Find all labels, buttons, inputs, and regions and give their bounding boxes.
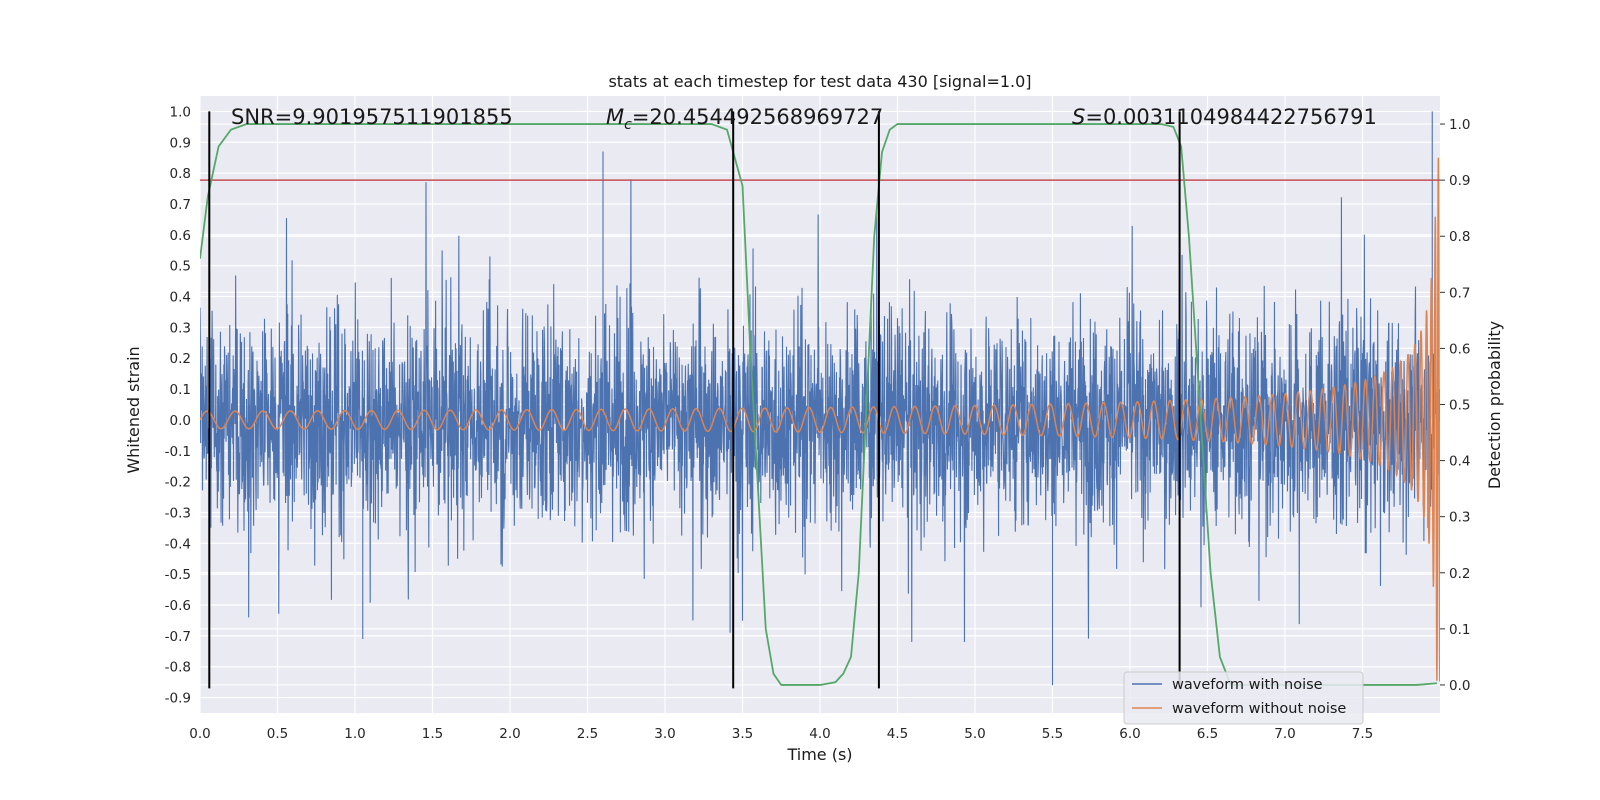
x-tick-label: 1.5 bbox=[422, 726, 443, 742]
y2-tick-label: 0.6 bbox=[1449, 341, 1470, 357]
series-clean-line bbox=[200, 157, 1440, 682]
y-tick-label: 0.3 bbox=[170, 320, 191, 336]
series-prob-line bbox=[200, 123, 1437, 686]
x-tick-label: 3.5 bbox=[732, 726, 753, 742]
legend: waveform with noise waveform without noi… bbox=[1123, 671, 1364, 725]
annotation-s-symbol: S bbox=[1072, 105, 1085, 129]
y-tick-label: 0.9 bbox=[170, 135, 191, 151]
series-waveform-with-noise bbox=[200, 111, 1440, 686]
x-tick-label: 1.0 bbox=[344, 726, 365, 742]
x-tick-label: 0.0 bbox=[189, 726, 210, 742]
series-waveform-without-noise bbox=[200, 157, 1440, 682]
y2-tick-label: 0.0 bbox=[1449, 678, 1470, 694]
y2-tick-label: 0.4 bbox=[1449, 454, 1470, 470]
y-tick-label: 0.1 bbox=[170, 382, 191, 398]
series-detection-probability bbox=[200, 123, 1437, 686]
y-tick-label: -0.4 bbox=[165, 536, 191, 552]
annotation-snr: SNR=9.901957511901855 bbox=[231, 105, 513, 129]
annotation-chirp-mass-subscript: c bbox=[624, 117, 632, 133]
y-tick-label: -0.8 bbox=[165, 660, 191, 676]
y-tick-label: -0.7 bbox=[165, 629, 191, 645]
y-tick-label: 0.4 bbox=[170, 290, 191, 306]
y-tick-label: 1.0 bbox=[170, 104, 191, 120]
y-tick-label: 0.2 bbox=[170, 351, 191, 367]
y2-tick-label: 1.0 bbox=[1449, 117, 1470, 133]
y2-tick-label: 0.8 bbox=[1449, 229, 1470, 245]
annotation-chirp-mass-value: =20.454492568969727 bbox=[632, 105, 883, 129]
annotation-chirp-mass: Mc=20.454492568969727 bbox=[606, 105, 883, 133]
y-tick-label: 0.8 bbox=[170, 166, 191, 182]
legend-label-noise: waveform with noise bbox=[1172, 677, 1323, 693]
y2-tick-labels: 1.0 0.9 0.8 0.7 0.6 0.5 0.4 0.3 0.2 0.1 0.0 bbox=[1440, 117, 1470, 694]
x-tick-label: 4.5 bbox=[887, 726, 908, 742]
y-tick-label: 0.6 bbox=[170, 228, 191, 244]
x-tick-label: 7.0 bbox=[1274, 726, 1295, 742]
y-tick-label: 0.7 bbox=[170, 197, 191, 213]
legend-box bbox=[1123, 671, 1364, 725]
y-tick-label: -0.2 bbox=[165, 475, 191, 491]
y2-axis-label: Detection probability bbox=[1485, 321, 1504, 489]
x-tick-labels: 0.0 0.5 1.0 1.5 2.0 2.5 3.0 3.5 4.0 4.5 5.0 5.5 6.0 6… bbox=[189, 726, 1373, 742]
x-tick-label: 6.0 bbox=[1119, 726, 1140, 742]
legend-label-clean: waveform without noise bbox=[1172, 701, 1346, 717]
y2-tick-label: 0.1 bbox=[1449, 622, 1470, 638]
y-tick-label: -0.3 bbox=[165, 505, 191, 521]
x-tick-label: 2.0 bbox=[499, 726, 520, 742]
annotation-s: S=0.0031104984422756791 bbox=[1072, 105, 1377, 129]
x-tick-label: 5.0 bbox=[964, 726, 985, 742]
x-tick-label: 0.5 bbox=[267, 726, 288, 742]
y2-tick-label: 0.9 bbox=[1449, 173, 1470, 189]
x-tick-label: 7.5 bbox=[1352, 726, 1373, 742]
y2-tick-label: 0.3 bbox=[1449, 510, 1470, 526]
series-noise-line bbox=[200, 111, 1440, 686]
y-tick-label: -0.5 bbox=[165, 567, 191, 583]
y-axis-label: Whitened strain bbox=[124, 346, 143, 473]
y-tick-label: 0.5 bbox=[170, 259, 191, 275]
y-tick-label: -0.6 bbox=[165, 598, 191, 614]
y2-tick-label: 0.5 bbox=[1449, 398, 1470, 414]
y-tick-label: -0.1 bbox=[165, 444, 191, 460]
x-tick-label: 2.5 bbox=[577, 726, 598, 742]
annotation-chirp-mass-symbol: M bbox=[606, 105, 624, 129]
x-tick-label: 6.5 bbox=[1197, 726, 1218, 742]
y-tick-label: -0.9 bbox=[165, 691, 191, 707]
annotation-s-value: =0.0031104984422756791 bbox=[1085, 105, 1377, 129]
y-tick-label: 0.0 bbox=[170, 413, 191, 429]
x-axis-label: Time (s) bbox=[786, 745, 852, 764]
y2-tick-label: 0.7 bbox=[1449, 285, 1470, 301]
y-tick-labels: 1.0 0.9 0.8 0.7 0.6 0.5 0.4 0.3 0.2 0.1 0.0 -0.1 -0.… bbox=[165, 104, 191, 706]
y2-tick-label: 0.2 bbox=[1449, 566, 1470, 582]
vertical-markers bbox=[208, 111, 1181, 689]
x-tick-label: 4.0 bbox=[809, 726, 830, 742]
x-tick-label: 3.0 bbox=[654, 726, 675, 742]
x-tick-label: 5.5 bbox=[1042, 726, 1063, 742]
chart-title: stats at each timestep for test data 430… bbox=[608, 72, 1031, 91]
